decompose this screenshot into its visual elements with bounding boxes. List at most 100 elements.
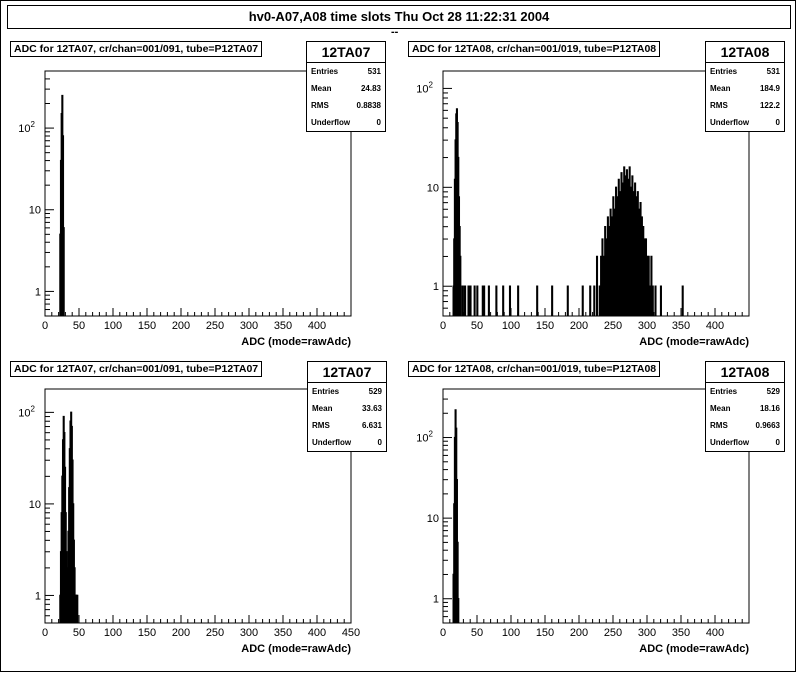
histogram-bar — [593, 285, 596, 316]
stats-underflow-label: Underflow — [710, 118, 750, 127]
x-tick-label: 250 — [206, 627, 224, 639]
histogram-bar — [650, 255, 653, 316]
x-tick-label: 150 — [536, 627, 554, 639]
histogram-bar — [464, 285, 467, 316]
histogram-bar — [566, 285, 569, 316]
histogram-bar — [654, 285, 657, 316]
stats-mean-label: Mean — [710, 404, 731, 413]
stats-row-mean: Mean 184.9 — [706, 80, 784, 97]
stats-underflow-value: 0 — [775, 438, 780, 447]
stats-row-rms: RMS 0.8838 — [307, 97, 385, 114]
y-tick-label: 1 — [35, 590, 41, 602]
x-tick-label: 0 — [440, 320, 446, 332]
histogram-bar — [621, 182, 624, 316]
stats-mean-value: 184.9 — [759, 84, 780, 93]
x-tick-label: 350 — [672, 320, 690, 332]
stats-row-entries: Entries 531 — [706, 63, 784, 80]
stats-underflow-value: 0 — [377, 438, 382, 447]
histogram-bar — [459, 255, 462, 316]
stats-underflow-value: 0 — [775, 118, 780, 127]
y-tick-label: 10 — [427, 513, 439, 525]
stats-rms-value: 6.631 — [361, 421, 382, 430]
histogram-bar — [595, 255, 599, 316]
stats-underflow-label: Underflow — [312, 438, 352, 447]
plot-frame — [44, 70, 352, 317]
stats-name: 12TA07 — [307, 42, 385, 63]
histogram-bar — [651, 285, 654, 316]
histogram-bar — [681, 285, 684, 316]
histogram-pad-12ta07-bottom: 0 50 100 150 200 250 300 350 400 450 1 10 102 ADC (mo… — [1, 361, 399, 683]
stats-row-underflow: Underflow 0 — [307, 114, 385, 131]
x-tick-label: 50 — [471, 627, 483, 639]
histogram-title: ADC for 12TA07, cr/chan=001/091, tube=P1… — [10, 361, 263, 377]
plot-frame — [442, 388, 750, 624]
x-tick-label: 0 — [440, 627, 446, 639]
x-tick-label: 50 — [73, 627, 85, 639]
x-axis-title: ADC (mode=rawAdc) — [639, 336, 749, 348]
stats-rms-value: 0.8838 — [356, 101, 381, 110]
x-axis-title: ADC (mode=rawAdc) — [639, 643, 749, 655]
stats-name: 12TA08 — [706, 42, 784, 63]
stats-rms-value: 0.9663 — [755, 421, 780, 430]
y-tick-label: 10 — [29, 205, 41, 217]
histogram-bar — [602, 255, 605, 316]
x-tick-label: 100 — [502, 627, 520, 639]
stats-row-rms: RMS 6.631 — [308, 417, 386, 434]
stats-row-mean: Mean 33.63 — [308, 400, 386, 417]
stats-mean-label: Mean — [710, 84, 731, 93]
y-tick-label: 1 — [35, 286, 41, 298]
stats-rms-label: RMS — [710, 101, 728, 110]
histogram-bar — [76, 594, 79, 623]
x-tick-label: 300 — [638, 627, 656, 639]
stats-rms-label: RMS — [312, 421, 330, 430]
histogram-bar — [508, 285, 512, 316]
x-tick-label: 250 — [604, 320, 622, 332]
histogram-pad-12ta07-top: 0 50 100 150 200 250 300 350 400 1 10 102 ADC (mode=… — [1, 41, 399, 363]
x-tick-label: 200 — [172, 627, 190, 639]
y-tick-label: 10 — [427, 182, 439, 194]
x-tick-label: 100 — [502, 320, 520, 332]
histogram-bar — [640, 216, 643, 316]
stats-box: 12TA07 Entries 529 Mean 33.63 RMS 6.631 Und… — [307, 361, 387, 452]
stats-name: 12TA07 — [308, 362, 386, 383]
histogram-bar — [457, 598, 460, 623]
x-tick-label: 350 — [274, 320, 292, 332]
histogram-bar — [624, 175, 627, 316]
x-tick-label: 400 — [308, 627, 326, 639]
x-tick-label: 100 — [104, 320, 122, 332]
x-tick-label: 350 — [672, 627, 690, 639]
histogram-bar — [461, 285, 464, 316]
x-tick-label: 450 — [342, 627, 360, 639]
x-tick-label: 300 — [240, 320, 258, 332]
histogram-bar — [604, 225, 607, 316]
histogram-bar — [636, 191, 639, 316]
histogram-bar — [639, 201, 642, 316]
histogram-bar — [635, 196, 638, 316]
canvas-subtitle: -- — [391, 26, 399, 38]
stats-entries-value: 529 — [368, 387, 382, 396]
x-axis-title: ADC (mode=rawAdc) — [241, 643, 351, 655]
histogram-svg: 0 50 100 150 200 250 300 350 400 450 1 10 102 ADC (mo… — [18, 388, 360, 655]
x-tick-label: 100 — [104, 627, 122, 639]
histogram-bar — [495, 285, 498, 316]
stats-row-mean: Mean 18.16 — [706, 400, 784, 417]
histogram-bar — [589, 285, 592, 316]
stats-entries-value: 531 — [367, 67, 381, 76]
x-tick-label: 150 — [138, 320, 156, 332]
y-tick-label: 102 — [416, 80, 433, 95]
histogram-bar — [625, 169, 628, 316]
x-tick-label: 350 — [274, 627, 292, 639]
histogram-bar — [605, 238, 608, 316]
histogram-bar — [551, 285, 554, 316]
stats-underflow-label: Underflow — [710, 438, 750, 447]
stats-rms-label: RMS — [311, 101, 329, 110]
stats-entries-label: Entries — [710, 387, 738, 396]
histogram-bar — [634, 182, 637, 316]
histogram-bar — [632, 191, 635, 316]
histogram-bar — [627, 178, 630, 316]
stats-underflow-value: 0 — [376, 118, 381, 127]
histogram-title: ADC for 12TA07, cr/chan=001/091, tube=P1… — [10, 41, 263, 57]
histogram-pad-12ta08-bottom: 0 50 100 150 200 250 300 350 400 1 10 102 ADC (mode=… — [399, 361, 796, 683]
canvas-title: hv0-A07,A08 time slots Thu Oct 28 11:22:… — [7, 5, 791, 29]
